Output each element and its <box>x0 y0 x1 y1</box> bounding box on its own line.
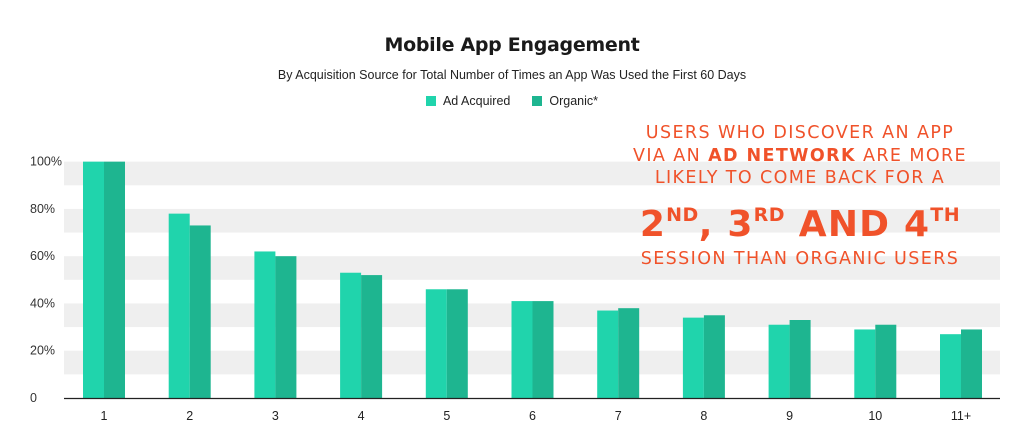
bar-organic-2 <box>189 225 211 398</box>
legend-swatch-organic <box>532 96 543 106</box>
callout-session-2: 2 <box>639 203 667 245</box>
bar-organic-8 <box>703 315 725 398</box>
bar-ad-acquired-11+ <box>940 334 961 398</box>
y-tick-label: 40% <box>30 296 55 310</box>
y-tick-label: 80% <box>30 202 55 216</box>
x-tick-label: 7 <box>615 409 622 423</box>
callout-sep-2: AND <box>798 203 891 245</box>
callout-sep-1: , <box>698 203 714 245</box>
x-tick-label: 10 <box>868 409 882 423</box>
x-tick-label: 6 <box>529 409 536 423</box>
x-tick-label: 5 <box>443 409 450 423</box>
grid-band <box>64 208 1000 233</box>
legend-swatch-ad-acquired <box>425 96 436 106</box>
bar-ad-acquired-3 <box>254 251 276 398</box>
bar-ad-acquired-1 <box>83 161 104 398</box>
callout-line-2-bold: AD NETWORK <box>708 145 856 166</box>
legend-item-organic: Organic* <box>532 94 598 108</box>
legend-label-organic: Organic* <box>549 94 599 108</box>
bar-ad-acquired-8 <box>682 317 704 398</box>
x-tick-label: 11+ <box>951 409 971 423</box>
chart-title: Mobile App Engagement <box>384 34 640 56</box>
bar-organic-1 <box>104 161 125 398</box>
callout-annotation: USERS WHO DISCOVER AN APP VIA AN AD NETW… <box>600 122 1000 270</box>
bar-organic-10 <box>875 324 897 398</box>
bar-organic-11+ <box>961 329 982 398</box>
callout-line-1: USERS WHO DISCOVER AN APP <box>645 123 955 143</box>
x-tick-labels: 1 2 3 4 5 6 7 8 9 10 11+ <box>101 409 972 423</box>
callout-line-5: SESSION THAN ORGANIC USERS <box>640 248 960 269</box>
y-tick-label: 0 <box>30 391 37 405</box>
x-tick-label: 9 <box>786 409 793 423</box>
bar-organic-6 <box>532 301 554 398</box>
legend-item-ad-acquired: Ad Acquired <box>425 94 511 108</box>
callout-session-4-suffix: TH <box>930 203 961 226</box>
legend-label-ad-acquired: Ad Acquired <box>442 94 511 108</box>
bar-ad-acquired-7 <box>597 310 619 398</box>
x-tick-label: 4 <box>358 409 365 423</box>
x-tick-label: 2 <box>186 409 193 423</box>
bar-organic-5 <box>446 289 468 398</box>
bar-organic-3 <box>275 256 297 398</box>
bar-ad-acquired-6 <box>511 301 533 398</box>
bar-ad-acquired-9 <box>768 324 790 398</box>
y-tick-labels: 0 20% 40% 60% 80% 100% <box>30 155 62 405</box>
callout-session-2-suffix: ND <box>666 203 699 226</box>
y-tick-label: 20% <box>30 344 55 358</box>
grid-band <box>64 256 1000 280</box>
callout-sessions: 2ND, 3RD AND 4TH <box>600 192 1000 248</box>
legend: Ad Acquired Organic* <box>0 94 1024 108</box>
callout-session-3-suffix: RD <box>753 203 786 226</box>
bar-organic-7 <box>618 308 640 398</box>
callout-session-4: 4 <box>904 203 931 245</box>
callout-session-3: 3 <box>727 203 754 245</box>
grid-band <box>64 161 1000 186</box>
chart-subtitle: By Acquisition Source for Total Number o… <box>277 68 747 82</box>
x-tick-label: 1 <box>101 409 108 423</box>
grid-bands <box>64 161 1000 375</box>
y-tick-label: 60% <box>30 249 55 263</box>
bar-ad-acquired-4 <box>340 272 362 398</box>
bar-organic-4 <box>361 275 383 398</box>
bars <box>83 161 982 398</box>
bar-ad-acquired-2 <box>168 213 190 398</box>
bar-ad-acquired-5 <box>425 289 447 398</box>
x-tick-label: 8 <box>700 409 707 423</box>
callout-line-3: LIKELY TO COME BACK FOR A <box>654 168 946 188</box>
callout-line-2: VIA AN AD NETWORK ARE MORE <box>600 145 1000 168</box>
bar-organic-9 <box>789 320 811 398</box>
callout-line-2-post: ARE MORE <box>862 145 968 166</box>
callout-line-2-pre: VIA AN <box>632 145 702 166</box>
y-tick-label: 100% <box>30 155 62 169</box>
x-tick-label: 3 <box>272 409 279 423</box>
bar-ad-acquired-10 <box>854 329 876 398</box>
